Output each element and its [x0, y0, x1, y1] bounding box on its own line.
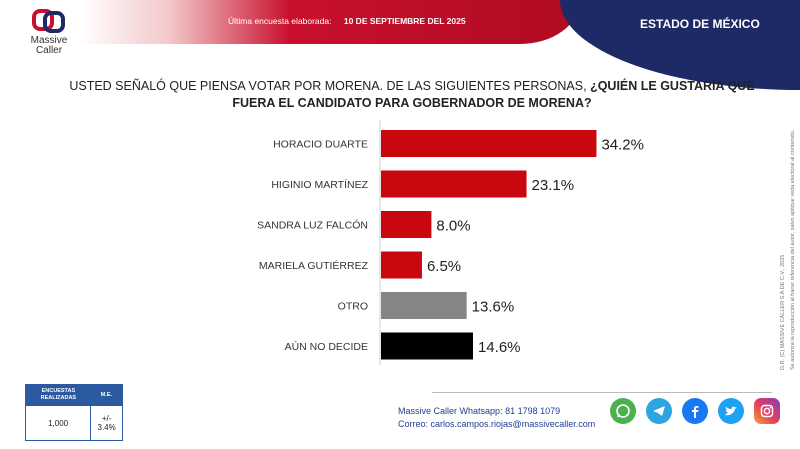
value-label: 23.1% — [532, 177, 575, 194]
copyright-line1: D.R. (C) MASSIVE CALLER S.A DE C.V., 202… — [780, 254, 786, 370]
survey-stats-table: ENCUESTAS REALIZADAS M.E. 1,000 +/- 3.4% — [24, 384, 123, 441]
header-banner — [80, 0, 580, 44]
massive-caller-logo: Massive Caller — [28, 8, 70, 56]
bar — [381, 211, 432, 238]
whatsapp-icon[interactable] — [610, 398, 636, 424]
logo-mark-icon — [32, 9, 65, 33]
margin-error-value: +/- 3.4% — [90, 405, 123, 441]
category-label: HIGINIO MARTÍNEZ — [271, 178, 368, 191]
whatsapp-label: Massive Caller Whatsapp: — [398, 406, 503, 416]
value-label: 34.2% — [601, 137, 644, 154]
value-label: 13.6% — [472, 299, 515, 316]
state-title: ESTADO DE MÉXICO — [640, 17, 760, 31]
logo-text-line1: Massive — [30, 35, 68, 46]
telegram-icon[interactable] — [646, 398, 672, 424]
surveys-header: ENCUESTAS REALIZADAS — [25, 384, 91, 406]
email-address[interactable]: carlos.campos.riojas@massivecaller.com — [430, 419, 596, 429]
footer-divider — [432, 392, 772, 393]
question-bold: ¿QUIÉN LE GUSTARÍA QUE FUERA EL CANDIDAT… — [232, 79, 755, 110]
value-label: 14.6% — [478, 339, 521, 356]
question-plain: USTED SEÑALÓ QUE PIENSA VOTAR POR MORENA… — [69, 79, 591, 93]
bar — [381, 251, 422, 279]
social-icons — [610, 398, 780, 424]
instagram-icon[interactable] — [754, 398, 780, 424]
bar — [381, 130, 597, 157]
bar — [381, 332, 473, 360]
facebook-icon[interactable] — [682, 398, 708, 424]
whatsapp-number[interactable]: 81 1798 1079 — [505, 406, 561, 416]
category-label: MARIELA GUTIÉRREZ — [259, 259, 369, 272]
category-label: OTRO — [338, 301, 368, 313]
state-banner — [560, 0, 800, 90]
copyright-line2: Se autoriza la reproducción al hacer ref… — [790, 129, 796, 370]
surveys-value: 1,000 — [24, 405, 92, 441]
email-label: Correo: — [398, 419, 429, 429]
value-label: 8.0% — [436, 218, 470, 235]
bar-chart: HORACIO DUARTE 34.2% HIGINIO MARTÍNEZ 23.1%… — [257, 120, 644, 365]
logo-text-line2: Caller — [35, 45, 63, 56]
category-label: AÚN NO DECIDE — [285, 340, 368, 353]
category-label: HORACIO DUARTE — [273, 139, 368, 151]
survey-date: Última encuesta elaborada: 10 DE SEPTIEM… — [228, 16, 466, 26]
twitter-icon[interactable] — [718, 398, 744, 424]
category-label: SANDRA LUZ FALCÓN — [257, 219, 368, 232]
bar — [381, 292, 467, 319]
bar — [381, 170, 527, 198]
copyright-note: D.R. (C) MASSIVE CALLER S.A DE C.V., 202… — [740, 90, 796, 380]
survey-date-label: Última encuesta elaborada: — [228, 16, 332, 26]
survey-date-value: 10 DE SEPTIEMBRE DEL 2025 — [343, 16, 466, 26]
contact-info: Massive Caller Whatsapp: 81 1798 1079 Co… — [398, 405, 595, 431]
value-label: 6.5% — [427, 258, 461, 275]
question-text: USTED SEÑALÓ QUE PIENSA VOTAR POR MORENA… — [62, 78, 762, 112]
margin-error-header: M.E. — [90, 384, 123, 406]
